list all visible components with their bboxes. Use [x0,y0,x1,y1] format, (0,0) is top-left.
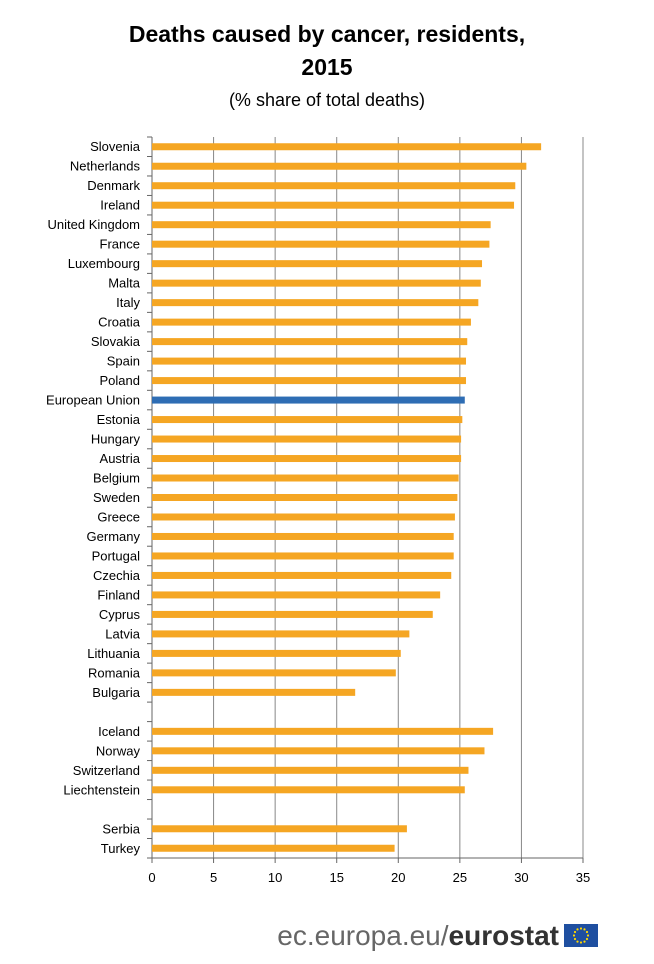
category-label: Hungary [91,432,141,447]
category-label: France [100,237,140,252]
bar [152,669,396,677]
category-label: Norway [96,743,141,758]
bar-chart: Slovenia Netherlands Denmark Ireland United … [46,136,590,885]
bar [152,766,469,774]
category-label: Austria [100,451,141,466]
category-label: Ireland [100,198,140,213]
category-label: Serbia [102,821,140,836]
category-label: Czechia [93,568,141,583]
category-label: Lithuania [87,646,141,661]
category-label: Turkey [101,841,141,856]
bar [152,825,407,833]
bar [152,455,462,463]
category-label: Germany [87,529,141,544]
bar [152,474,459,482]
bar [152,727,494,735]
bar [152,201,515,209]
category-label: Switzerland [73,763,140,778]
bar [152,494,458,501]
bar [152,630,410,638]
bar [152,299,479,307]
bar [152,260,483,268]
category-label: Denmark [87,178,140,193]
bar [152,143,542,151]
bar [152,279,481,287]
category-label: Italy [116,295,140,310]
category-label: Liechtenstein [63,782,140,797]
category-label: Bulgaria [92,685,140,700]
chart-subtitle: (% share of total deaths) [228,90,426,110]
bar [152,182,516,190]
bar [152,513,455,521]
x-tick-label: 30 [514,870,528,885]
category-label: Poland [100,373,140,388]
category-label: Portugal [92,548,141,563]
category-label: Slovenia [90,139,141,154]
x-tick-label: 5 [210,870,217,885]
eurostat-footer: ec.europa.eu/eurostat [277,920,598,952]
bar [152,435,462,443]
bar [152,221,491,229]
category-label: Croatia [98,315,141,330]
category-label: Cyprus [99,607,141,622]
bar [152,162,527,170]
x-tick-label: 35 [576,870,590,885]
x-tick-label: 0 [148,870,155,885]
bar [152,688,356,696]
x-tick-label: 15 [329,870,343,885]
category-label: Estonia [97,412,141,427]
category-label: Finland [97,587,140,602]
chart-title-line1: Deaths caused by cancer, residents, [128,21,526,47]
category-label: Greece [97,509,140,524]
category-label: Belgium [93,471,140,486]
bar [152,532,454,540]
bar [152,396,465,404]
bar [152,786,465,794]
bar [152,552,454,560]
bar [152,591,441,599]
bar [152,610,433,618]
chart-title-line2: 2015 [301,54,353,80]
bar [152,844,395,852]
bar [152,240,490,248]
category-label: Slovakia [91,334,141,349]
x-tick-label: 25 [453,870,467,885]
bar [152,649,401,657]
bar [152,416,463,424]
bar [152,377,467,385]
category-label: Romania [88,665,141,680]
bar [152,318,471,326]
bar [152,338,468,346]
x-tick-label: 20 [391,870,405,885]
bar [152,357,467,365]
category-label: Malta [108,276,141,291]
footer-brand: eurostat [448,920,559,951]
category-label: European Union [46,393,140,408]
category-label: Netherlands [70,159,141,174]
category-label: Sweden [93,490,140,505]
bar [152,747,485,755]
category-label: Luxembourg [68,256,140,271]
category-label: Spain [107,354,140,369]
eu-flag-icon [564,924,598,947]
category-label: Iceland [98,724,140,739]
category-label: United Kingdom [48,217,141,232]
bar [152,571,452,579]
footer-domain: ec.europa.eu/ [277,920,449,951]
category-label: Latvia [105,626,140,641]
chart-title: Deaths caused by cancer, residents, 2015 [0,18,654,84]
x-tick-label: 10 [268,870,282,885]
